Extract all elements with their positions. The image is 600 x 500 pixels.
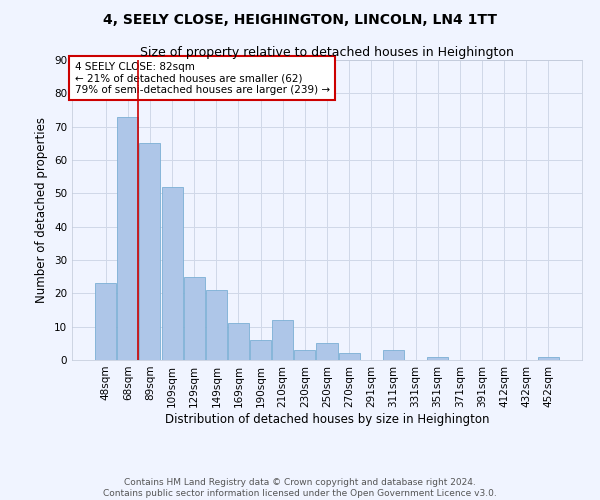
Y-axis label: Number of detached properties: Number of detached properties — [35, 117, 49, 303]
Bar — [250, 340, 271, 360]
Bar — [383, 350, 404, 360]
Bar — [316, 344, 338, 360]
Bar — [295, 350, 316, 360]
Bar — [427, 356, 448, 360]
Bar — [338, 354, 359, 360]
Bar — [228, 324, 249, 360]
Title: Size of property relative to detached houses in Heighington: Size of property relative to detached ho… — [140, 46, 514, 59]
Bar — [139, 144, 160, 360]
Text: 4, SEELY CLOSE, HEIGHINGTON, LINCOLN, LN4 1TT: 4, SEELY CLOSE, HEIGHINGTON, LINCOLN, LN… — [103, 12, 497, 26]
Text: 4 SEELY CLOSE: 82sqm
← 21% of detached houses are smaller (62)
79% of semi-detac: 4 SEELY CLOSE: 82sqm ← 21% of detached h… — [74, 62, 329, 94]
Bar — [95, 284, 116, 360]
Text: Contains HM Land Registry data © Crown copyright and database right 2024.
Contai: Contains HM Land Registry data © Crown c… — [103, 478, 497, 498]
Bar — [206, 290, 227, 360]
X-axis label: Distribution of detached houses by size in Heighington: Distribution of detached houses by size … — [165, 412, 489, 426]
Bar — [538, 356, 559, 360]
Bar — [272, 320, 293, 360]
Bar — [161, 186, 182, 360]
Bar — [118, 116, 139, 360]
Bar — [184, 276, 205, 360]
